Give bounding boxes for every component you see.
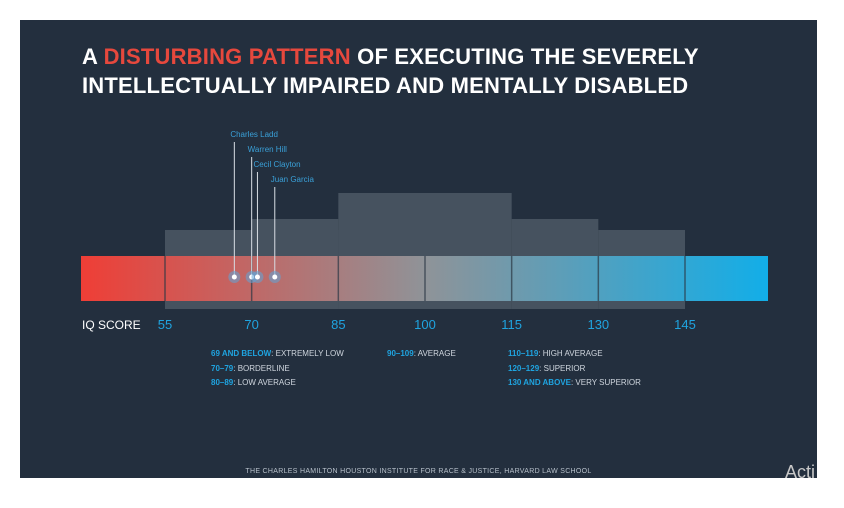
activation-watermark: Acti	[785, 462, 816, 482]
tick-label: 85	[331, 317, 345, 332]
tick-label: 100	[414, 317, 436, 332]
legend-range: 120–129	[508, 363, 540, 373]
legend-description: : BORDERLINE	[233, 363, 290, 373]
legend-row: 110–119: HIGH AVERAGE	[508, 347, 641, 362]
legend-range: 69 AND BELOW	[211, 349, 272, 358]
person-marker: Juan Garcia	[268, 175, 315, 283]
x-axis-label: IQ SCORE	[82, 318, 141, 332]
tick-label: 115	[501, 317, 522, 332]
footer-credit: THE CHARLES HAMILTON HOUSTON INSTITUTE F…	[245, 468, 592, 475]
legend-range: 130 AND ABOVE	[508, 378, 571, 387]
legend-description: : SUPERIOR	[539, 363, 586, 373]
person-dot	[272, 274, 278, 280]
legend-column-1: 69 AND BELOW: EXTREMELY LOW 70–79: BORDER…	[211, 347, 344, 391]
iq-chart: Charles Ladd Warren Hill Cecil Clayton Juan…	[81, 130, 768, 332]
legend-range: 110–119	[508, 349, 539, 358]
person-label: Warren Hill	[248, 145, 287, 154]
person-marker: Cecil Clayton	[251, 160, 301, 283]
person-label: Juan Garcia	[271, 175, 315, 184]
legend-column-2: 90–109: AVERAGE	[387, 347, 456, 362]
legend-row: 120–129: SUPERIOR	[508, 362, 641, 377]
title-part-2: OF EXECUTING THE SEVERELY INTELLECTUALLY…	[82, 44, 699, 98]
person-marker: Charles Ladd	[228, 130, 278, 283]
legend-row: 69 AND BELOW: EXTREMELY LOW	[211, 347, 344, 362]
title-part-1: A	[82, 44, 104, 69]
person-label: Cecil Clayton	[253, 160, 300, 169]
legend-description: : AVERAGE	[413, 349, 456, 358]
slide: A DISTURBING PATTERN OF EXECUTING THE SE…	[20, 20, 817, 478]
legend-description: : VERY SUPERIOR	[570, 378, 641, 387]
title-highlight: DISTURBING PATTERN	[103, 44, 351, 69]
tick-label: 70	[244, 317, 258, 332]
person-dot	[231, 274, 237, 280]
legend-description: : EXTREMELY LOW	[271, 349, 344, 358]
tick-label: 130	[587, 317, 609, 332]
legend-range: 80–89	[211, 378, 234, 387]
legend-row: 80–89: LOW AVERAGE	[211, 376, 344, 391]
legend-description: : LOW AVERAGE	[233, 378, 296, 387]
person-label: Charles Ladd	[230, 130, 278, 139]
page-title: A DISTURBING PATTERN OF EXECUTING THE SE…	[82, 42, 782, 100]
legend-row: 90–109: AVERAGE	[387, 347, 456, 362]
tick-label: 55	[158, 317, 172, 332]
legend-description: : HIGH AVERAGE	[538, 349, 603, 358]
legend-column-3: 110–119: HIGH AVERAGE 120–129: SUPERIOR 13…	[508, 347, 641, 391]
legend-row: 130 AND ABOVE: VERY SUPERIOR	[508, 376, 641, 391]
legend-range: 90–109	[387, 349, 414, 358]
legend-range: 70–79	[211, 363, 234, 373]
tick-label: 145	[674, 317, 696, 332]
person-dot	[254, 274, 260, 280]
legend-row: 70–79: BORDERLINE	[211, 362, 344, 377]
